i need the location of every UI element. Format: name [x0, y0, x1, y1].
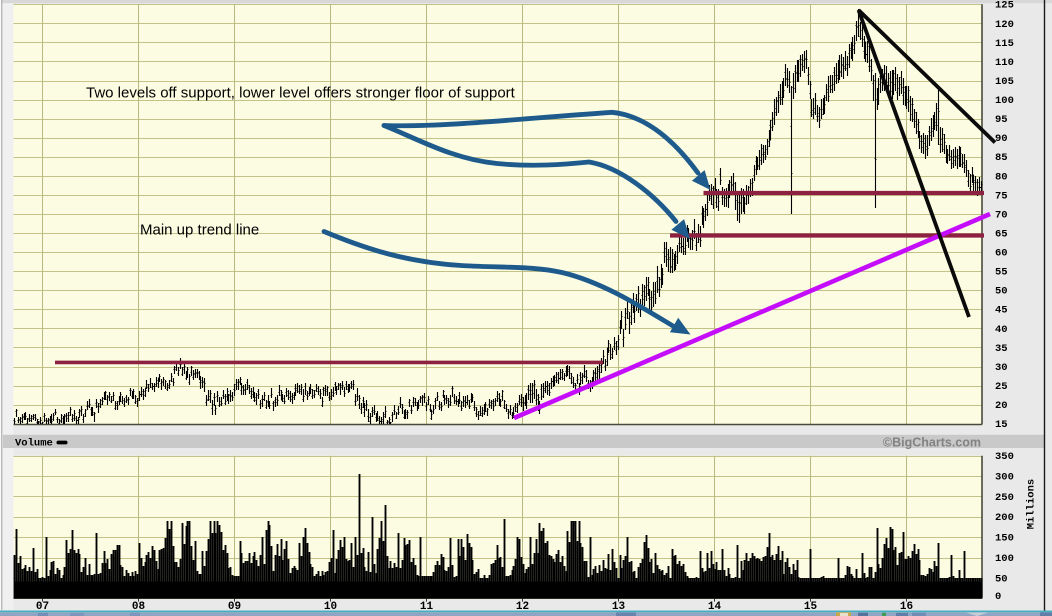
svg-text:100: 100 [995, 95, 1014, 107]
svg-text:14: 14 [708, 601, 722, 613]
svg-text:25: 25 [995, 381, 1008, 393]
svg-text:07: 07 [36, 601, 49, 613]
svg-text:09: 09 [228, 601, 241, 613]
svg-text:300: 300 [995, 472, 1014, 484]
svg-text:85: 85 [995, 152, 1008, 164]
svg-text:125: 125 [995, 0, 1014, 12]
svg-text:©BigCharts.com: ©BigCharts.com [883, 435, 981, 449]
svg-text:10: 10 [324, 601, 337, 613]
svg-text:35: 35 [995, 343, 1008, 355]
svg-text:Volume: Volume [15, 438, 53, 450]
svg-text:30: 30 [995, 362, 1008, 374]
svg-text:200: 200 [995, 512, 1014, 524]
svg-text:105: 105 [995, 76, 1014, 88]
svg-text:Two levels off support, lower: Two levels off support, lower level offe… [86, 85, 516, 102]
svg-text:11: 11 [420, 601, 434, 613]
svg-text:70: 70 [995, 209, 1008, 221]
svg-text:65: 65 [995, 229, 1008, 241]
svg-text:95: 95 [995, 114, 1008, 126]
svg-text:75: 75 [995, 190, 1008, 202]
svg-text:50: 50 [995, 573, 1008, 585]
svg-text:40: 40 [995, 324, 1008, 336]
svg-text:Main up trend line: Main up trend line [140, 222, 259, 239]
svg-text:16: 16 [900, 601, 913, 613]
svg-text:90: 90 [995, 133, 1008, 145]
svg-text:15: 15 [995, 419, 1008, 431]
svg-text:250: 250 [995, 492, 1014, 504]
svg-text:Millions: Millions [1026, 479, 1038, 529]
svg-text:08: 08 [132, 601, 146, 613]
svg-text:15: 15 [804, 601, 818, 613]
svg-text:60: 60 [995, 248, 1008, 260]
svg-text:100: 100 [995, 553, 1014, 565]
svg-text:45: 45 [995, 305, 1008, 317]
svg-text:150: 150 [995, 533, 1014, 545]
svg-text:13: 13 [612, 601, 626, 613]
svg-text:20: 20 [995, 400, 1008, 412]
svg-text:120: 120 [995, 19, 1014, 31]
svg-text:55: 55 [995, 267, 1008, 279]
svg-text:350: 350 [995, 451, 1014, 463]
svg-text:0: 0 [995, 591, 1001, 603]
svg-text:115: 115 [995, 38, 1014, 50]
svg-text:80: 80 [995, 171, 1008, 183]
svg-text:110: 110 [995, 57, 1014, 69]
svg-text:50: 50 [995, 286, 1008, 298]
svg-text:12: 12 [516, 601, 529, 613]
